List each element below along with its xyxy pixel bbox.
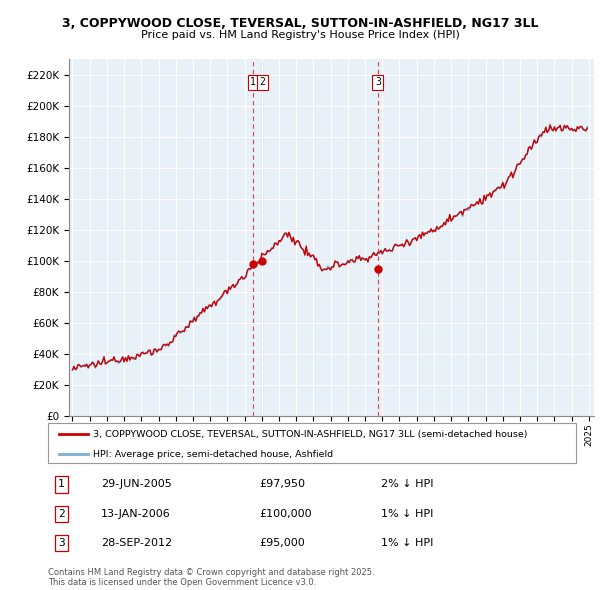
- FancyBboxPatch shape: [48, 423, 576, 463]
- Text: 3, COPPYWOOD CLOSE, TEVERSAL, SUTTON-IN-ASHFIELD, NG17 3LL (semi-detached house): 3, COPPYWOOD CLOSE, TEVERSAL, SUTTON-IN-…: [93, 430, 527, 439]
- Text: 2: 2: [58, 509, 65, 519]
- Text: 1: 1: [58, 480, 65, 489]
- Text: £95,000: £95,000: [259, 538, 305, 548]
- Text: 2% ↓ HPI: 2% ↓ HPI: [380, 480, 433, 489]
- Text: £100,000: £100,000: [259, 509, 312, 519]
- Text: 28-SEP-2012: 28-SEP-2012: [101, 538, 172, 548]
- Text: 3: 3: [58, 538, 65, 548]
- Text: 3, COPPYWOOD CLOSE, TEVERSAL, SUTTON-IN-ASHFIELD, NG17 3LL: 3, COPPYWOOD CLOSE, TEVERSAL, SUTTON-IN-…: [62, 17, 538, 30]
- Text: 13-JAN-2006: 13-JAN-2006: [101, 509, 170, 519]
- Text: Contains HM Land Registry data © Crown copyright and database right 2025.: Contains HM Land Registry data © Crown c…: [48, 568, 374, 576]
- Text: Price paid vs. HM Land Registry's House Price Index (HPI): Price paid vs. HM Land Registry's House …: [140, 30, 460, 40]
- Text: 3: 3: [375, 77, 381, 87]
- Text: £97,950: £97,950: [259, 480, 305, 489]
- Text: 1% ↓ HPI: 1% ↓ HPI: [380, 538, 433, 548]
- Text: 29-JUN-2005: 29-JUN-2005: [101, 480, 172, 489]
- Text: 1: 1: [250, 77, 256, 87]
- Text: 2: 2: [260, 77, 265, 87]
- Text: 1% ↓ HPI: 1% ↓ HPI: [380, 509, 433, 519]
- Text: This data is licensed under the Open Government Licence v3.0.: This data is licensed under the Open Gov…: [48, 578, 316, 587]
- Text: HPI: Average price, semi-detached house, Ashfield: HPI: Average price, semi-detached house,…: [93, 450, 333, 459]
